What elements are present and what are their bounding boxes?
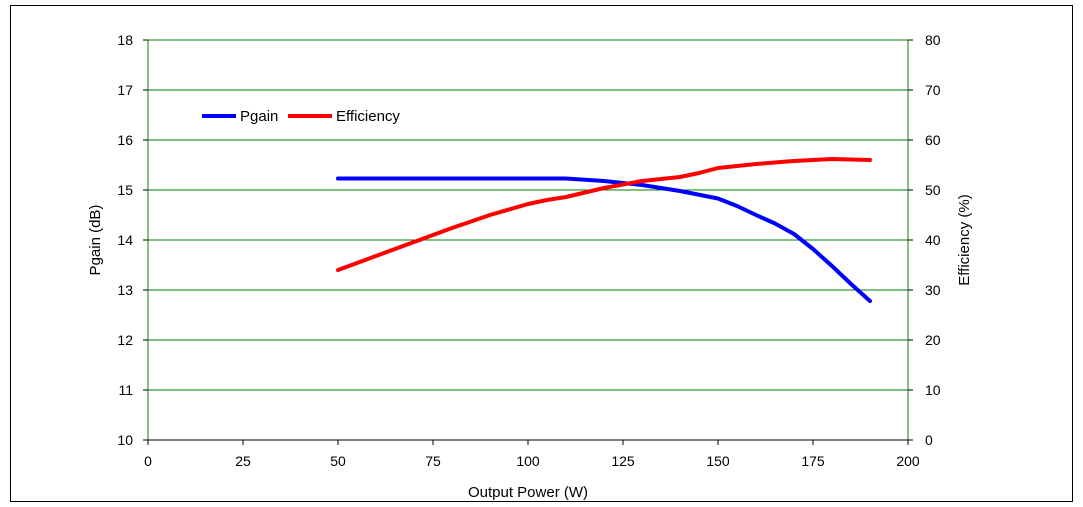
series-line-pgain <box>336 176 872 303</box>
y2-tick-label: 60 <box>925 132 941 148</box>
y-tick-label: 18 <box>117 32 133 48</box>
legend-efficiency-label: Efficiency <box>336 108 400 125</box>
y2-tick-label: 10 <box>925 382 941 398</box>
chart-frame <box>10 5 1073 502</box>
y2-tick-label: 50 <box>925 182 941 198</box>
y-tick-label: 14 <box>117 232 133 248</box>
legend-pgain-label: Pgain <box>240 108 278 125</box>
y2-tick-label: 0 <box>925 432 933 448</box>
tick-labels: 10 11 12 13 14 15 16 17 18 0 10 20 30 40 50 60 70 80 0 25 50… <box>117 32 940 469</box>
grid <box>148 39 908 391</box>
y2-tick-label: 70 <box>925 82 941 98</box>
y-tick-label: 17 <box>117 82 133 98</box>
y2-tick-label: 40 <box>925 232 941 248</box>
y-tick-label: 11 <box>118 382 133 398</box>
x-tick-label: 100 <box>516 453 540 469</box>
x-tick-label: 25 <box>235 453 251 469</box>
y2-tick-label: 80 <box>925 32 941 48</box>
y2-axis-title: Efficiency (%) <box>956 194 973 285</box>
legend: Pgain Efficiency <box>202 108 400 125</box>
series <box>336 157 872 303</box>
y-tick-label: 16 <box>117 132 133 148</box>
y-tick-label: 12 <box>117 332 133 348</box>
x-tick-label: 0 <box>144 453 152 469</box>
x-tick-label: 125 <box>611 453 635 469</box>
x-tick-label: 175 <box>801 453 825 469</box>
x-axis-title: Output Power (W) <box>468 484 588 501</box>
y-tick-label: 15 <box>117 182 133 198</box>
series-line-efficiency <box>336 157 872 272</box>
y2-tick-label: 30 <box>925 282 941 298</box>
y-axis-title: Pgain (dB) <box>87 205 104 276</box>
x-tick-label: 150 <box>706 453 730 469</box>
y2-tick-label: 20 <box>925 332 941 348</box>
x-tick-label: 50 <box>330 453 346 469</box>
y-tick-label: 10 <box>117 432 133 448</box>
x-tick-label: 75 <box>425 453 441 469</box>
x-tick-label: 200 <box>896 453 920 469</box>
y-tick-label: 13 <box>117 282 133 298</box>
